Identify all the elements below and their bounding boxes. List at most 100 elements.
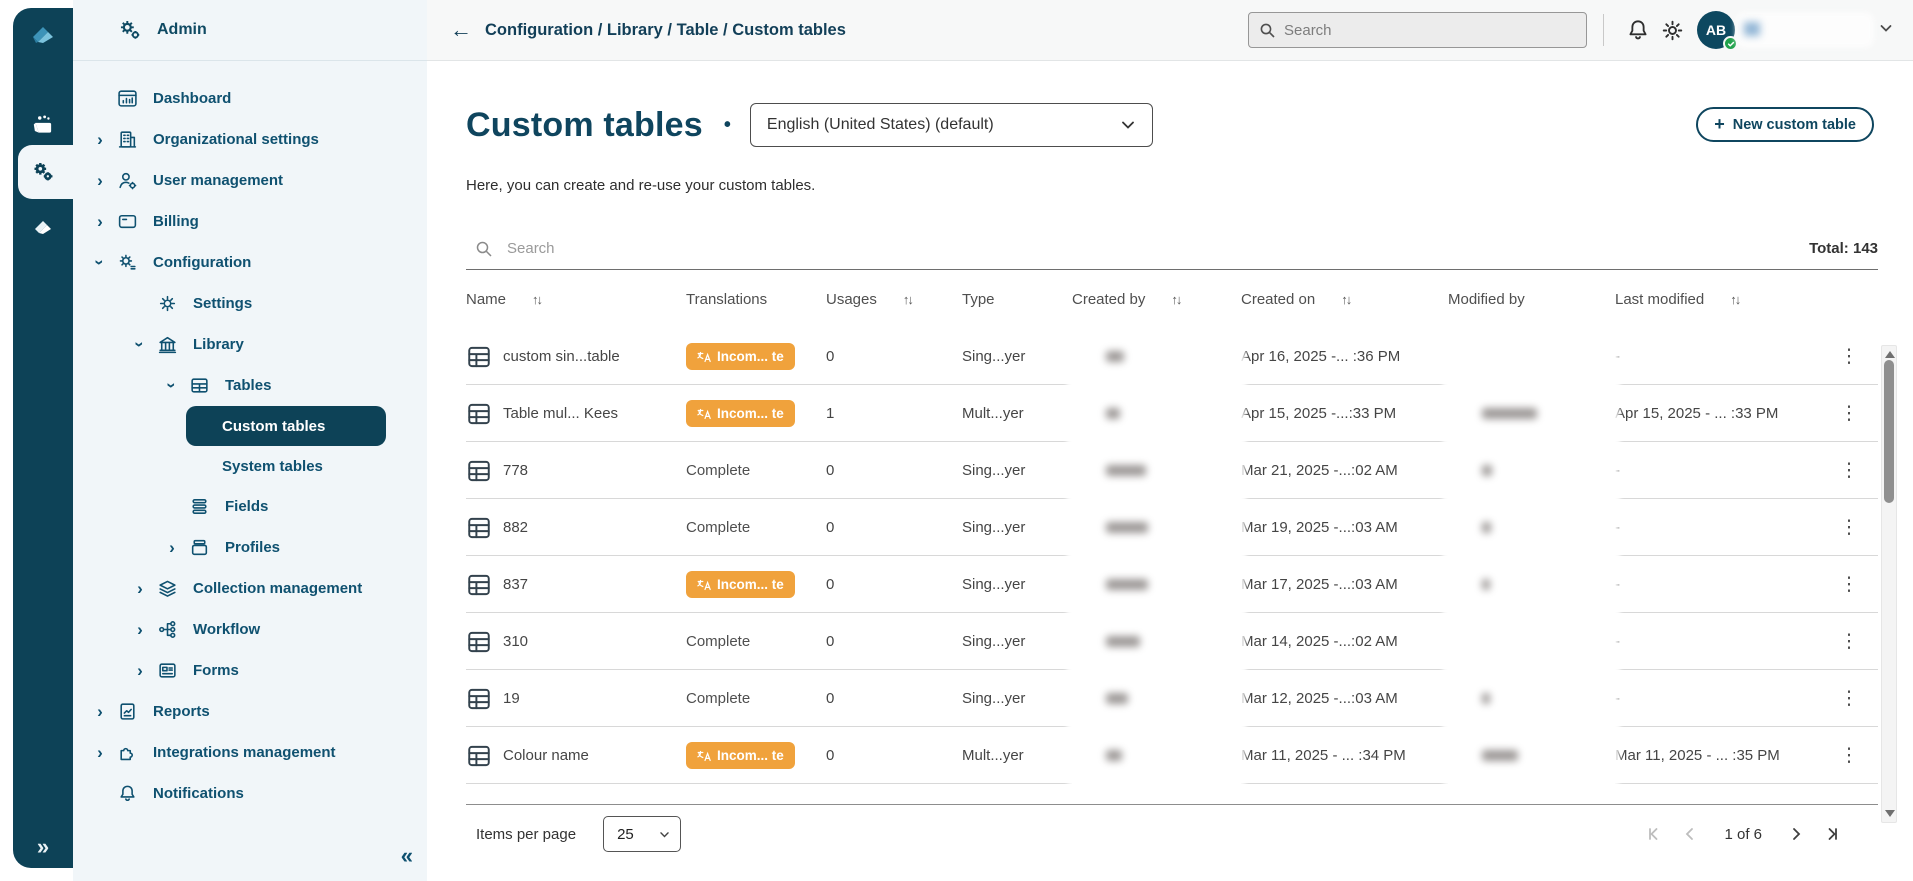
user-menu-chevron-down-icon[interactable] bbox=[1879, 21, 1893, 40]
table-row[interactable]: 778 Complete 0 Sing...yer Mar 21, 2025 -...:… bbox=[466, 442, 1878, 499]
chevron-right-icon[interactable] bbox=[87, 703, 113, 720]
table-row[interactable]: custom sin...table Incom... te 0 Sing...yer… bbox=[466, 328, 1878, 385]
user-avatar[interactable]: AB bbox=[1697, 11, 1738, 51]
chevron-right-icon[interactable] bbox=[127, 662, 153, 679]
sort-icon[interactable]: ↑↓ bbox=[1341, 291, 1352, 307]
chevron-right-icon[interactable] bbox=[127, 621, 153, 638]
table-row[interactable]: Table mul... Kees Incom... te 1 Mult...yer A… bbox=[466, 385, 1878, 442]
sidebar-item-notifications[interactable]: Notifications bbox=[73, 773, 427, 814]
new-custom-table-button[interactable]: New custom table bbox=[1696, 107, 1874, 142]
admin-gears-icon[interactable] bbox=[13, 149, 73, 195]
name-cell[interactable]: custom sin...table bbox=[466, 344, 686, 370]
chevron-down-icon[interactable] bbox=[159, 377, 185, 394]
table-row[interactable]: Colour name Incom... te 0 Mult...yer Mar 11,… bbox=[466, 727, 1878, 784]
chevron-right-icon[interactable] bbox=[159, 539, 185, 556]
sidebar-item-settings[interactable]: Settings bbox=[73, 283, 427, 324]
sort-icon[interactable]: ↑↓ bbox=[532, 291, 543, 307]
breadcrumb[interactable]: Configuration / Library / Table / Custom… bbox=[485, 20, 846, 39]
product-logo-icon[interactable] bbox=[13, 205, 73, 251]
table-name: 19 bbox=[503, 690, 520, 707]
sidebar-item-collection-management[interactable]: Collection management bbox=[73, 568, 427, 609]
sidebar-item-dashboard[interactable]: Dashboard bbox=[73, 78, 427, 119]
row-kebab-menu-icon[interactable]: ⋮ bbox=[1839, 346, 1859, 367]
sidebar-item-fields[interactable]: Fields bbox=[73, 486, 427, 527]
brand-logo-icon[interactable] bbox=[27, 20, 59, 50]
sidebar-item-label: Forms bbox=[193, 662, 239, 679]
sidebar-item-billing[interactable]: Billing bbox=[73, 201, 427, 242]
sidebar-item-custom-tables[interactable]: Custom tables bbox=[186, 406, 386, 446]
chevron-right-icon[interactable] bbox=[87, 172, 113, 189]
sort-icon[interactable]: ↑↓ bbox=[1730, 291, 1741, 307]
table-row[interactable]: 310 Complete 0 Sing...yer Mar 14, 2025 -...:… bbox=[466, 613, 1878, 670]
table-icon bbox=[185, 375, 213, 397]
row-kebab-menu-icon[interactable]: ⋮ bbox=[1839, 688, 1859, 709]
chevron-right-icon[interactable] bbox=[127, 580, 153, 597]
global-search[interactable] bbox=[1248, 12, 1587, 48]
name-cell[interactable]: Table mul... Kees bbox=[466, 401, 686, 427]
notifications-bell-icon[interactable] bbox=[1621, 13, 1655, 47]
sidebar-item-organizational-settings[interactable]: Organizational settings bbox=[73, 119, 427, 160]
row-kebab-menu-icon[interactable]: ⋮ bbox=[1839, 574, 1859, 595]
items-per-page-select[interactable]: 25 bbox=[603, 816, 682, 852]
table-bottom-edge bbox=[466, 784, 1878, 805]
last-page-button[interactable] bbox=[1814, 816, 1850, 852]
language-selector[interactable]: English (United States) (default) bbox=[749, 103, 1153, 147]
row-kebab-menu-icon[interactable]: ⋮ bbox=[1839, 745, 1859, 766]
workspace-icon[interactable] bbox=[13, 102, 73, 148]
table-search-input[interactable] bbox=[507, 240, 767, 257]
name-cell[interactable]: 778 bbox=[466, 458, 686, 484]
scroll-down-arrow-icon[interactable] bbox=[1885, 810, 1895, 817]
name-cell[interactable]: 19 bbox=[466, 686, 686, 712]
chevron-down-icon[interactable] bbox=[127, 336, 153, 353]
table-row[interactable]: 19 Complete 0 Sing...yer Mar 12, 2025 -...:0… bbox=[466, 670, 1878, 727]
sidebar-item-system-tables[interactable]: System tables bbox=[186, 446, 386, 486]
sidebar-item-profiles[interactable]: Profiles bbox=[73, 527, 427, 568]
sidebar-item-forms[interactable]: Forms bbox=[73, 650, 427, 691]
column-label: Type bbox=[962, 290, 995, 308]
last-modified-cell: - bbox=[1615, 462, 1620, 479]
scroll-up-arrow-icon[interactable] bbox=[1885, 351, 1895, 358]
sidebar-item-tables[interactable]: Tables bbox=[73, 365, 427, 406]
chevron-right-icon[interactable] bbox=[87, 213, 113, 230]
next-page-button[interactable] bbox=[1778, 816, 1814, 852]
name-cell[interactable]: 310 bbox=[466, 629, 686, 655]
row-kebab-menu-icon[interactable]: ⋮ bbox=[1839, 631, 1859, 652]
sort-icon[interactable]: ↑↓ bbox=[902, 291, 914, 307]
back-arrow-icon[interactable]: ← bbox=[450, 17, 472, 42]
row-kebab-menu-icon[interactable]: ⋮ bbox=[1839, 517, 1859, 538]
table-scrollbar[interactable] bbox=[1881, 345, 1897, 823]
chevron-down-icon[interactable] bbox=[87, 254, 113, 271]
scrollbar-thumb[interactable] bbox=[1884, 360, 1894, 503]
sidebar-item-integrations-management[interactable]: Integrations management bbox=[73, 732, 427, 773]
previous-page-button[interactable] bbox=[1672, 816, 1708, 852]
global-search-input[interactable] bbox=[1284, 21, 1564, 39]
row-kebab-menu-icon[interactable]: ⋮ bbox=[1839, 460, 1859, 481]
name-cell[interactable]: 882 bbox=[466, 515, 686, 541]
page-description: Here, you can create and re-use your cus… bbox=[466, 177, 816, 194]
row-kebab-menu-icon[interactable]: ⋮ bbox=[1839, 403, 1859, 424]
sidebar-item-label: Library bbox=[193, 336, 244, 353]
table-name: 837 bbox=[503, 576, 529, 593]
table-row[interactable]: 882 Complete 0 Sing...yer Mar 19, 2025 -...:… bbox=[466, 499, 1878, 556]
name-cell[interactable]: 837 bbox=[466, 572, 686, 598]
column-header-name: Name ↑↓ bbox=[466, 291, 686, 308]
name-cell[interactable]: Colour name bbox=[466, 743, 686, 769]
sidebar-item-workflow[interactable]: Workflow bbox=[73, 609, 427, 650]
chevron-down-icon bbox=[660, 831, 669, 837]
sidebar-item-configuration[interactable]: Configuration bbox=[73, 242, 427, 283]
settings-gear-icon[interactable] bbox=[1655, 13, 1689, 47]
table-icon bbox=[466, 743, 492, 769]
sidebar-item-label: Tables bbox=[225, 377, 272, 394]
chevron-right-icon[interactable] bbox=[87, 744, 113, 761]
sidebar-collapse-button[interactable]: « bbox=[400, 843, 413, 868]
sort-icon[interactable]: ↑↓ bbox=[1171, 291, 1182, 307]
chevron-right-icon[interactable] bbox=[87, 131, 113, 148]
sidebar-item-reports[interactable]: Reports bbox=[73, 691, 427, 732]
sidebar-expand-button[interactable]: » bbox=[36, 834, 50, 859]
reports-icon bbox=[113, 701, 141, 723]
first-page-button[interactable] bbox=[1636, 816, 1672, 852]
table-row[interactable]: 837 Incom... te 0 Sing...yer Mar 17, 2025 -.… bbox=[466, 556, 1878, 613]
sidebar-item-library[interactable]: Library bbox=[73, 324, 427, 365]
sidebar-item-user-management[interactable]: User management bbox=[73, 160, 427, 201]
table-search[interactable] bbox=[466, 240, 767, 258]
